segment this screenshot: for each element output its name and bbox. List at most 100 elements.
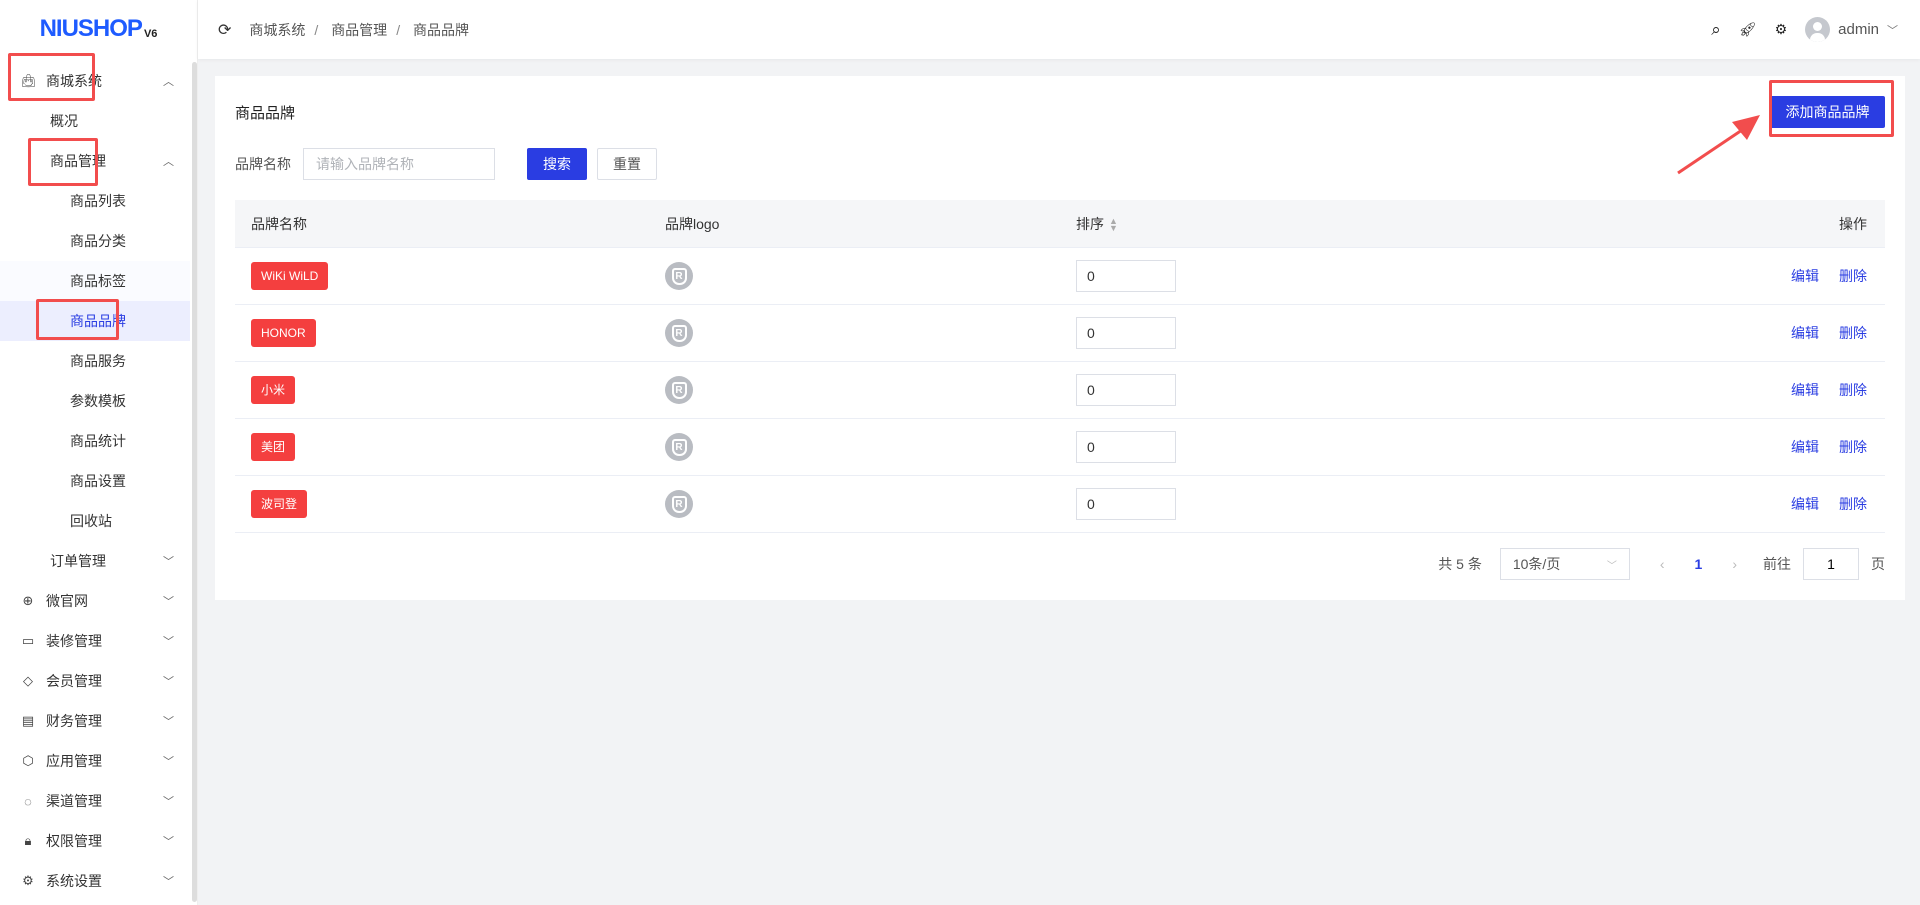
sidebar-item-group[interactable]: ▭ 装修管理 ﹀ bbox=[21, 633, 174, 649]
total-count: 共 5 条 bbox=[1438, 556, 1482, 572]
rocket-icon[interactable]: 🚀︎ bbox=[1738, 21, 1757, 37]
shopping-bag-icon: 👜︎ bbox=[20, 73, 37, 88]
refresh-icon[interactable]: ⟳ bbox=[218, 21, 232, 39]
chevron-down-icon: ﹀ bbox=[1887, 24, 1898, 37]
sidebar-item-order-management[interactable]: 订单管理 ﹀ bbox=[50, 553, 174, 569]
chevron-down-icon: ﹀ bbox=[163, 556, 174, 568]
sidebar-item-group[interactable]: ◌ 渠道管理 ﹀ bbox=[0, 781, 190, 821]
chevron-down-icon: ﹀ bbox=[163, 636, 174, 648]
sort-input[interactable] bbox=[1076, 374, 1176, 406]
diamond-icon: ◇ bbox=[23, 673, 33, 688]
cube-icon: ⬡ bbox=[22, 753, 34, 768]
sidebar-item-group[interactable]: ⬡ 应用管理 ﹀ bbox=[0, 741, 190, 781]
chevron-down-icon: ﹀ bbox=[163, 876, 174, 888]
edit-link[interactable]: 编辑 bbox=[1791, 382, 1819, 398]
table-row: WiKi WiLD R 编辑 删除 bbox=[235, 248, 1885, 305]
chevron-down-icon: ﹀ bbox=[1606, 560, 1617, 572]
top-header: ⟳ 商城系统 / 商品管理 / 商品品牌 ⌕ 🚀︎ ⚙ admin ﹀ bbox=[198, 0, 1920, 59]
annotation-arrow bbox=[1677, 115, 1760, 175]
reset-button[interactable]: 重置 bbox=[597, 148, 657, 180]
avatar bbox=[1805, 17, 1831, 42]
delete-link[interactable]: 删除 bbox=[1839, 496, 1867, 512]
brand-logo-placeholder-icon: R bbox=[665, 262, 693, 290]
sidebar-item-goods-sub[interactable]: 商品服务 bbox=[70, 353, 126, 369]
brand-logo-placeholder-icon: R bbox=[665, 319, 693, 347]
brand-table: 品牌名称 品牌logo 排序▲▼ 操作 WiKi WiLD R 编辑删除HONO… bbox=[235, 200, 1885, 533]
channel-icon: ◌ bbox=[24, 793, 32, 809]
breadcrumb-item: 商品品牌 bbox=[412, 21, 469, 38]
brand-name-tag: 美团 bbox=[251, 433, 296, 461]
brand-name-tag: 小米 bbox=[251, 376, 296, 404]
next-page-button[interactable]: › bbox=[1732, 556, 1737, 572]
edit-link[interactable]: 编辑 bbox=[1791, 325, 1819, 341]
prev-page-button[interactable]: ‹ bbox=[1659, 556, 1665, 572]
chevron-up-icon: ︿ bbox=[163, 76, 174, 88]
edit-link[interactable]: 编辑 bbox=[1791, 496, 1819, 512]
chevron-down-icon: ﹀ bbox=[163, 676, 174, 688]
delete-link[interactable]: 删除 bbox=[1839, 439, 1867, 455]
brand-name-input[interactable] bbox=[303, 148, 495, 180]
table-row: HONOR R 编辑 删除 bbox=[235, 305, 1885, 362]
delete-link[interactable]: 删除 bbox=[1839, 382, 1867, 398]
brand-name-label: 品牌名称 bbox=[235, 156, 291, 172]
logo[interactable]: NIUSHOP V6 bbox=[39, 15, 158, 42]
user-menu[interactable]: admin ﹀ bbox=[1805, 17, 1898, 42]
sort-input[interactable] bbox=[1076, 488, 1176, 520]
sidebar: NIUSHOP V6 👜︎ 商城系统 ︿ 概况 商品管理 ︿ 商品列表 商品分类 商品标签商… bbox=[0, 0, 198, 905]
sidebar-item-goods-sub[interactable]: 商品设置 bbox=[70, 473, 126, 489]
table-row: 小米 R 编辑 删除 bbox=[235, 362, 1885, 419]
chevron-down-icon: ﹀ bbox=[163, 756, 174, 768]
page-number[interactable]: 1 bbox=[1694, 556, 1703, 572]
brand-logo-placeholder-icon: R bbox=[665, 376, 693, 404]
sort-input[interactable] bbox=[1076, 317, 1176, 349]
delete-link[interactable]: 删除 bbox=[1839, 268, 1867, 284]
sort-input[interactable] bbox=[1076, 260, 1176, 292]
brand-name-tag: WiKi WiLD bbox=[251, 262, 329, 290]
table-row: 美团 R 编辑 删除 bbox=[235, 419, 1885, 476]
edit-link[interactable]: 编辑 bbox=[1791, 439, 1819, 455]
add-brand-button[interactable]: 添加商品品牌 bbox=[1770, 96, 1885, 128]
breadcrumb-item[interactable]: 商品管理 bbox=[331, 21, 388, 38]
gear-icon[interactable]: ⚙ bbox=[1774, 21, 1788, 37]
search-icon[interactable]: ⌕ bbox=[1711, 19, 1721, 39]
sidebar-item-group[interactable]: 🔒︎ 权限管理 ﹀ bbox=[0, 821, 190, 861]
chevron-down-icon: ﹀ bbox=[163, 836, 174, 848]
settings-icon: ⚙ bbox=[22, 873, 34, 888]
sidebar-item-goods-sub[interactable]: 商品统计 bbox=[70, 433, 126, 449]
sidebar-item-goods-sub[interactable]: 参数模板 bbox=[70, 393, 126, 409]
edit-link[interactable]: 编辑 bbox=[1791, 268, 1819, 284]
sidebar-item-goods-sub[interactable]: 商品品牌 bbox=[0, 301, 190, 341]
sidebar-item-group[interactable]: ⚙ 系统设置 ﹀ bbox=[0, 861, 190, 901]
globe-icon: ⊕ bbox=[22, 593, 34, 608]
sidebar-scrollbar[interactable] bbox=[192, 62, 197, 902]
table-row: 波司登 R 编辑 删除 bbox=[235, 476, 1885, 533]
sidebar-item-goods-sub[interactable]: 商品标签 bbox=[0, 261, 190, 301]
chevron-up-icon: ︿ bbox=[163, 156, 174, 168]
page-title: 商品品牌 bbox=[235, 105, 296, 122]
breadcrumb-item[interactable]: 商城系统 bbox=[249, 21, 306, 38]
sidebar-item-overview[interactable]: 概况 bbox=[50, 113, 78, 129]
sidebar-item-goods-management[interactable]: 商品管理 ︿ bbox=[50, 153, 174, 169]
filter-form: 品牌名称 搜索 重置 bbox=[235, 148, 657, 180]
breadcrumb: 商城系统 / 商品管理 / 商品品牌 bbox=[249, 21, 469, 38]
search-button[interactable]: 搜索 bbox=[527, 148, 587, 180]
sort-input[interactable] bbox=[1076, 431, 1176, 463]
chevron-down-icon: ﹀ bbox=[163, 796, 174, 808]
chevron-down-icon: ﹀ bbox=[163, 596, 174, 608]
sort-caret-icon[interactable]: ▲ ▼ bbox=[1109, 215, 1118, 233]
sidebar-item-goods-sub[interactable]: 商品分类 bbox=[70, 233, 126, 249]
sidebar-item-group[interactable]: ▤ 财务管理 ﹀ bbox=[21, 713, 174, 729]
table-header: 品牌名称 品牌logo 排序 ▲ ▼ 操作 bbox=[235, 200, 1885, 248]
brand-name-tag: 波司登 bbox=[251, 490, 308, 518]
delete-link[interactable]: 删除 bbox=[1839, 325, 1867, 341]
sidebar-item-goods-sub[interactable]: 回收站 bbox=[70, 513, 112, 529]
sort-column-header[interactable]: 排序 ▲ ▼ bbox=[1076, 215, 1118, 233]
sidebar-item-goods-sub[interactable]: 商品列表 bbox=[70, 193, 126, 209]
page-size-select[interactable]: 10条/页 ﹀ bbox=[1499, 548, 1630, 580]
brand-card: 商品品牌 添加商品品牌 品牌名称 搜索 重置 品牌名称 品牌logo 排序▲▼ … bbox=[215, 76, 1905, 600]
sidebar-item-group[interactable]: ⊕ 微官网 ﹀ bbox=[0, 581, 190, 621]
brand-logo-placeholder-icon: R bbox=[665, 490, 693, 518]
goto-page-input[interactable] bbox=[1803, 548, 1859, 580]
sidebar-item-mall[interactable]: 👜︎ 商城系统 ︿ bbox=[20, 73, 174, 89]
sidebar-item-group[interactable]: ◇ 会员管理 ﹀ bbox=[0, 661, 190, 701]
